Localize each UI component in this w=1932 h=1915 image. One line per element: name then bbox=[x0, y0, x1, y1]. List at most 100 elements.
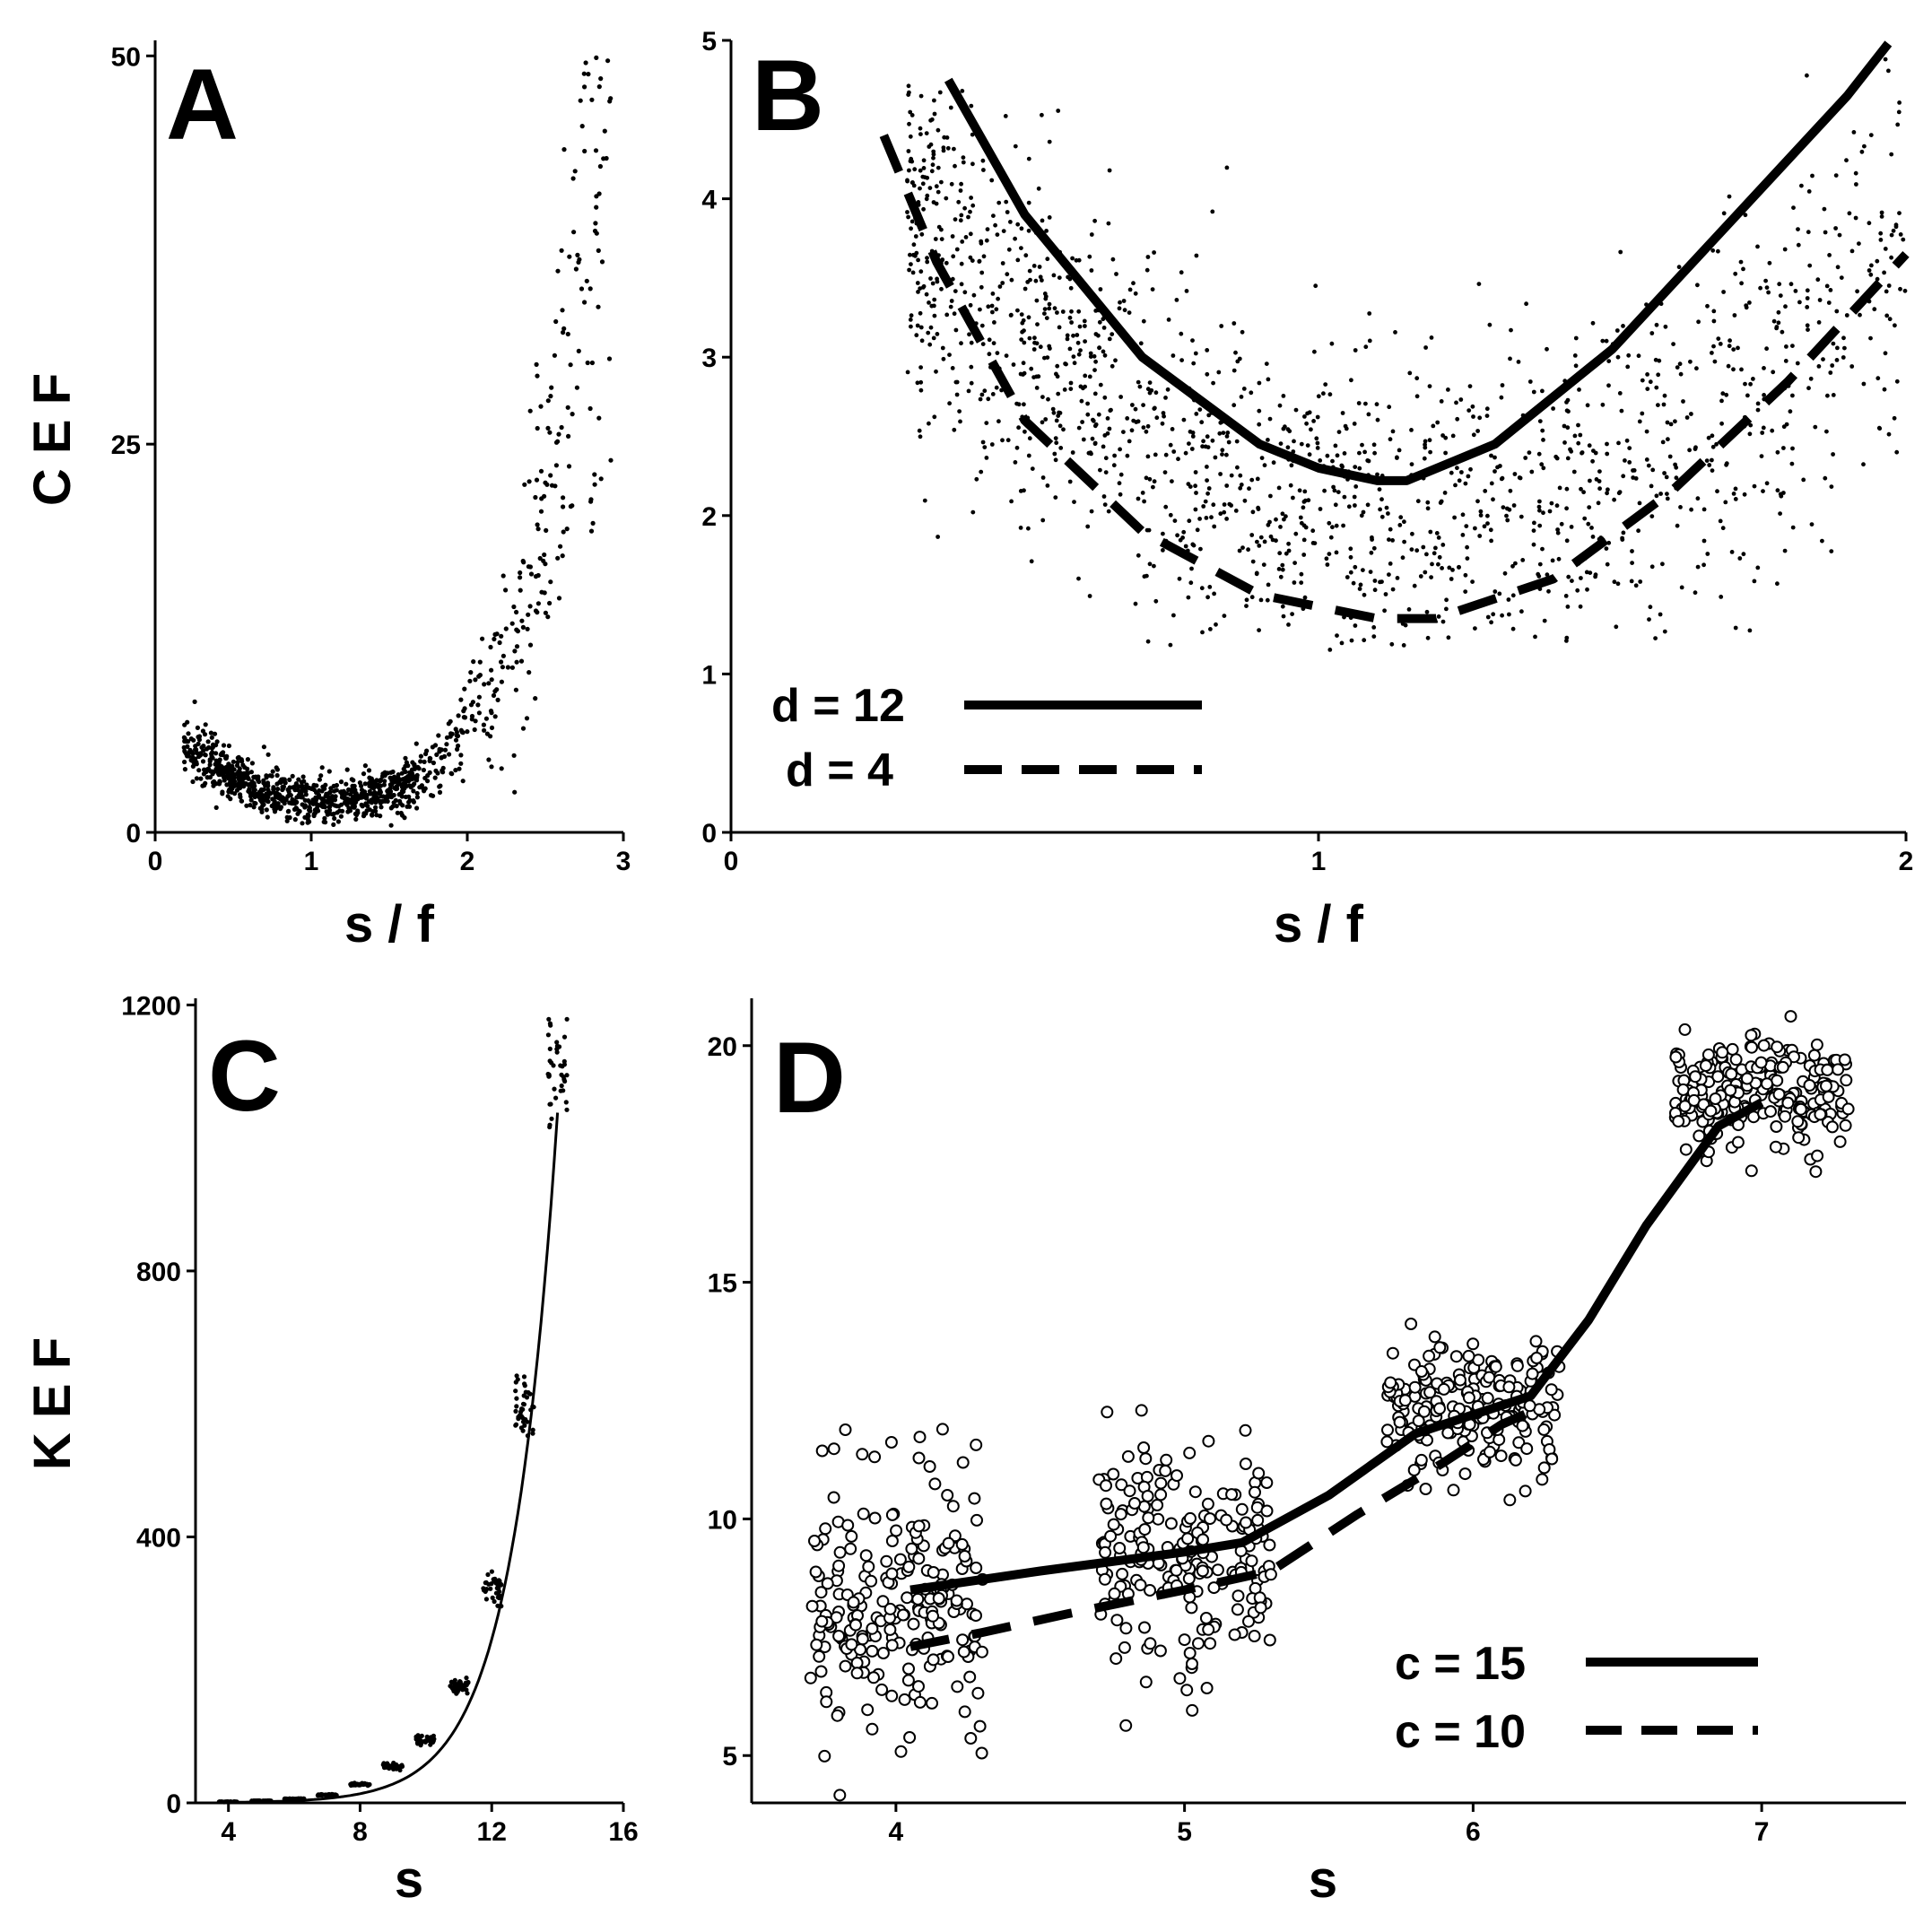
panel-a-point bbox=[284, 818, 290, 823]
panel-a-point bbox=[564, 527, 570, 532]
panel-b-point bbox=[1657, 358, 1662, 363]
panel-b-point bbox=[1276, 567, 1282, 571]
panel-d-point bbox=[1202, 1623, 1215, 1636]
panel-d-point bbox=[932, 1592, 945, 1605]
panel-b-point bbox=[959, 282, 964, 287]
panel-b-point bbox=[1307, 452, 1312, 457]
panel-b-point bbox=[1489, 481, 1494, 486]
panel-b-point bbox=[1278, 574, 1284, 579]
panel-b-point bbox=[1566, 574, 1571, 579]
panel-b-point bbox=[1466, 474, 1471, 479]
panel-b-point bbox=[1660, 440, 1666, 445]
panel-d-point bbox=[963, 1670, 977, 1684]
panel-b-point bbox=[909, 112, 915, 118]
panel-b-point bbox=[925, 256, 929, 260]
panel-c-point bbox=[465, 1691, 470, 1696]
panel-b-point bbox=[1161, 548, 1165, 553]
panel-d-point bbox=[1811, 1149, 1824, 1162]
panel-a-point bbox=[188, 736, 194, 742]
panel-a-point bbox=[513, 687, 519, 692]
panel-b-point bbox=[1705, 552, 1710, 556]
panel-b-point bbox=[1473, 626, 1477, 631]
panel-b-point bbox=[1718, 518, 1723, 524]
panel-b-point bbox=[1590, 535, 1596, 539]
panel-a-point bbox=[338, 814, 344, 819]
panel-b-point bbox=[1336, 430, 1342, 434]
panel-b-point bbox=[979, 284, 984, 290]
panel-b-point bbox=[990, 392, 996, 396]
panel-b-point bbox=[1484, 413, 1490, 418]
panel-b-point bbox=[1823, 230, 1828, 235]
panel-b-point bbox=[912, 167, 918, 172]
panel-b-point bbox=[1321, 391, 1326, 396]
panel-b-point bbox=[909, 324, 913, 329]
panel-b-point bbox=[1261, 562, 1266, 567]
panel-b-point bbox=[1662, 393, 1667, 398]
panel-a-point bbox=[396, 772, 401, 778]
panel-a-point bbox=[403, 755, 408, 761]
panel-c-point bbox=[520, 1428, 526, 1433]
panel-a-point bbox=[461, 709, 466, 714]
panel-d-point bbox=[1724, 1084, 1737, 1097]
panel-a-point bbox=[584, 278, 589, 283]
panel-c-point bbox=[527, 1391, 533, 1397]
panel-b-point bbox=[1764, 346, 1769, 352]
panel-d-point bbox=[1100, 1479, 1112, 1493]
panel-b-point bbox=[1357, 466, 1362, 471]
panel-b-point bbox=[1895, 122, 1901, 127]
panel-b-point bbox=[1620, 537, 1625, 542]
panel-b-point bbox=[940, 257, 945, 262]
panel-b-point bbox=[1808, 376, 1814, 381]
panel-b-point bbox=[1092, 368, 1097, 372]
panel-b-point bbox=[1342, 494, 1347, 500]
panel-b-point bbox=[1207, 585, 1213, 589]
panel-a-point bbox=[578, 98, 583, 103]
panel-b-point bbox=[1231, 403, 1237, 408]
panel-b-point bbox=[1029, 559, 1034, 564]
panel-b-point bbox=[1034, 298, 1040, 303]
panel-b-point bbox=[1280, 562, 1285, 568]
panel-d-point bbox=[1757, 1039, 1771, 1052]
panel-a-point bbox=[370, 785, 375, 790]
panel-a-point bbox=[188, 757, 194, 763]
panel-b-point bbox=[1536, 504, 1542, 509]
panel-b-point bbox=[1516, 360, 1521, 364]
panel-b-point bbox=[921, 206, 926, 212]
panel-a-point bbox=[208, 730, 213, 736]
panel-a-point bbox=[302, 814, 308, 820]
panel-a-point bbox=[592, 472, 597, 477]
panel-b-point bbox=[1710, 433, 1715, 439]
panel-b-point bbox=[1177, 576, 1182, 581]
panel-b-point bbox=[1375, 472, 1379, 477]
panel-a-point bbox=[287, 785, 292, 790]
panel-a-point bbox=[378, 779, 383, 784]
panel-b-y-tick-label: 5 bbox=[701, 27, 717, 57]
panel-b-point bbox=[1102, 353, 1108, 358]
panel-b-point bbox=[1540, 428, 1545, 433]
panel-a-point bbox=[344, 781, 349, 787]
panel-b-point bbox=[1533, 634, 1537, 640]
panel-b-point bbox=[1133, 406, 1138, 412]
panel-b-point bbox=[1014, 445, 1020, 450]
panel-a-point bbox=[492, 636, 497, 642]
panel-b-point bbox=[1529, 469, 1535, 474]
panel-b-point bbox=[1199, 586, 1205, 591]
panel-a-point bbox=[542, 590, 547, 596]
panel-d-point bbox=[928, 1477, 942, 1491]
panel-b-point bbox=[1470, 404, 1475, 409]
panel-b-point bbox=[1280, 604, 1285, 609]
panel-b-point bbox=[1661, 402, 1667, 407]
panel-a-point bbox=[215, 765, 222, 771]
panel-a-point bbox=[477, 659, 483, 665]
panel-b-point bbox=[1744, 305, 1749, 310]
panel-a-point bbox=[509, 621, 515, 626]
panel-b-point bbox=[945, 145, 951, 151]
panel-b-point bbox=[1079, 398, 1084, 404]
panel-b-point bbox=[915, 380, 920, 386]
panel-a-point bbox=[225, 774, 231, 779]
panel-a-point bbox=[527, 670, 532, 675]
panel-b-point bbox=[1072, 500, 1076, 504]
panel-a-point bbox=[256, 774, 261, 779]
panel-a-point bbox=[202, 752, 207, 757]
